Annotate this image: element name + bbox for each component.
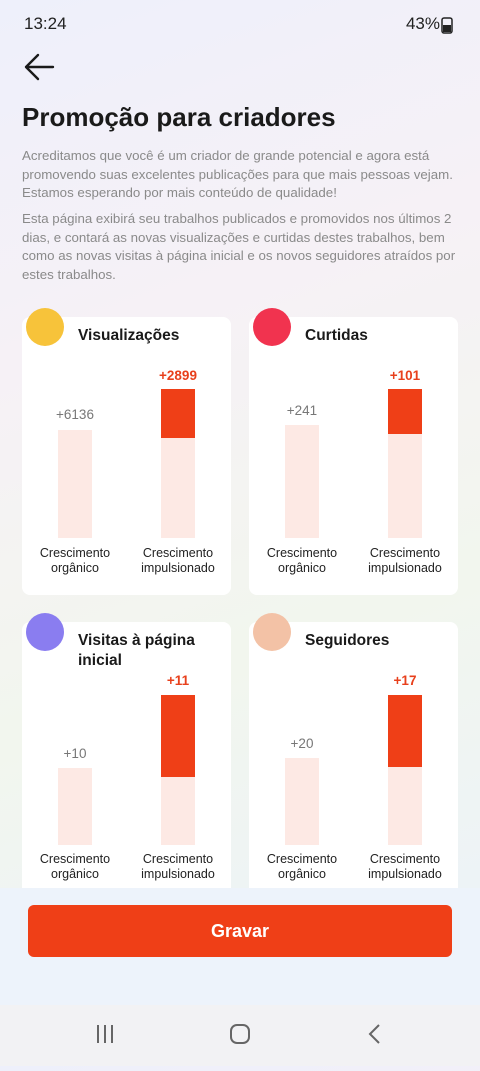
- boosted-value: +101: [389, 368, 421, 383]
- boosted-value: +17: [393, 673, 417, 688]
- organic-label: Crescimento orgânico: [266, 546, 338, 575]
- boosted-value: +2899: [159, 368, 197, 383]
- metric-card: [22, 317, 231, 595]
- boosted-value: +11: [166, 673, 190, 688]
- description: Acreditamos que você é um criador de gra…: [22, 148, 453, 200]
- organic-value: +6136: [56, 407, 94, 422]
- card-icon: [253, 308, 291, 346]
- boosted-label: Crescimento impulsionado: [141, 546, 215, 575]
- battery-icon: [441, 17, 453, 34]
- organic-value: +241: [286, 403, 318, 418]
- organic-label: Crescimento orgânico: [39, 546, 111, 575]
- organic-value: +20: [290, 736, 314, 751]
- metric-card: [249, 622, 458, 922]
- description: Esta página exibirá seu trabalhos public…: [22, 211, 456, 282]
- card-title: Visitas à página inicial: [78, 632, 195, 669]
- nav-icons: [97, 1024, 380, 1044]
- organic-bar: [58, 768, 92, 845]
- card-title: Visualizações: [78, 327, 180, 344]
- boosted-label: Crescimento impulsionado: [368, 852, 442, 881]
- page-title: Promoção para criadores: [22, 102, 336, 132]
- card-title: Seguidores: [305, 632, 390, 649]
- organic-bar: [285, 758, 319, 845]
- status-battery: 43%: [405, 14, 440, 33]
- organic-bar: [285, 425, 319, 538]
- nav-bar: [0, 1005, 480, 1066]
- card-icon: [253, 613, 291, 651]
- organic-value: +10: [63, 746, 87, 761]
- boosted-label: Crescimento impulsionado: [141, 852, 215, 881]
- metric-card: [22, 622, 231, 922]
- boosted-fill: [388, 695, 422, 767]
- back-button[interactable]: [22, 52, 56, 82]
- organic-label: Crescimento orgânico: [39, 852, 111, 881]
- card-title: Curtidas: [305, 327, 368, 344]
- card-icon: [26, 308, 64, 346]
- boosted-fill: [161, 695, 195, 777]
- organic-bar: [58, 430, 92, 538]
- record-button[interactable]: Gravar: [28, 905, 452, 957]
- card-icon: [26, 613, 64, 651]
- boosted-fill: [388, 389, 422, 434]
- metric-card: [249, 317, 458, 595]
- boosted-fill: [161, 389, 195, 438]
- boosted-label: Crescimento impulsionado: [368, 546, 442, 575]
- status-time: 13:24: [24, 14, 67, 33]
- organic-label: Crescimento orgânico: [266, 852, 338, 881]
